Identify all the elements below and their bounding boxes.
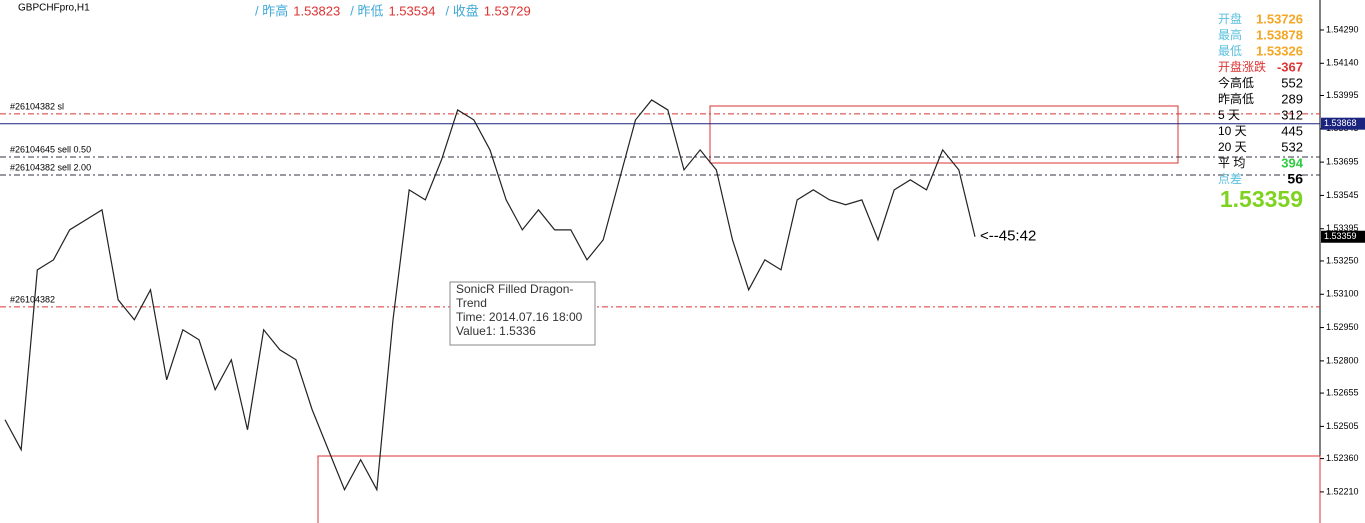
tooltip-line: Time: 2014.07.16 18:00 — [456, 310, 583, 324]
tooltip-line: Trend — [456, 296, 487, 310]
y-tick-label: 1.52210 — [1326, 486, 1359, 496]
y-tick-label: 1.52950 — [1326, 322, 1359, 332]
price-box-label: 1.53868 — [1324, 118, 1357, 128]
panel-value: 394 — [1281, 155, 1303, 170]
panel-value: 1.53726 — [1256, 11, 1303, 26]
panel-label: 最高 — [1218, 27, 1242, 42]
panel-value: 1.53326 — [1256, 43, 1303, 58]
panel-label: 昨高低 — [1218, 91, 1254, 106]
order-label: #26104645 sell 0.50 — [10, 144, 91, 154]
panel-label: 点差 — [1218, 172, 1242, 186]
order-label: #26104382 sl — [10, 101, 64, 111]
panel-value: 312 — [1281, 107, 1303, 122]
y-tick-label: 1.53395 — [1326, 223, 1359, 233]
y-tick-label: 1.53995 — [1326, 90, 1359, 100]
order-label: #26104382 sell 2.00 — [10, 162, 91, 172]
header-label: / 收盘 — [445, 3, 478, 18]
header-value: 1.53534 — [388, 3, 435, 18]
header-value: 1.53729 — [484, 3, 531, 18]
panel-value: 56 — [1287, 171, 1303, 187]
order-label: #26104382 — [10, 294, 55, 304]
panel-label: 5 天 — [1218, 108, 1240, 122]
tooltip-line: Value1: 1.5336 — [456, 324, 536, 338]
panel-label: 最低 — [1218, 44, 1242, 58]
y-tick-label: 1.54140 — [1326, 58, 1359, 68]
panel-label: 10 天 — [1218, 124, 1247, 138]
countdown: <--45:42 — [980, 228, 1036, 245]
panel-value: 552 — [1281, 75, 1303, 90]
panel-value: 532 — [1281, 139, 1303, 154]
zone-box — [709, 105, 1179, 164]
y-tick-label: 1.53250 — [1326, 255, 1359, 265]
panel-value: 445 — [1281, 123, 1303, 138]
panel-label: 开盘 — [1218, 11, 1242, 26]
y-tick-label: 1.52800 — [1326, 355, 1359, 365]
tooltip-line: SonicR Filled Dragon- — [456, 282, 573, 296]
price-box — [1321, 230, 1365, 243]
y-tick-label: 1.53545 — [1326, 190, 1359, 200]
panel-value: 1.53878 — [1256, 27, 1303, 42]
y-tick-label: 1.52655 — [1326, 387, 1359, 397]
y-tick-label: 1.52360 — [1326, 453, 1359, 463]
panel-value: -367 — [1277, 59, 1303, 74]
y-tick-label: 1.53100 — [1326, 289, 1359, 299]
panel-label: 平 均 — [1218, 156, 1245, 170]
price-box — [1321, 117, 1365, 130]
tooltip-box — [449, 281, 596, 346]
price-box-label: 1.53359 — [1324, 231, 1357, 241]
chart-title: GBPCHFpro,H1 — [18, 3, 90, 14]
panel-label: 今高低 — [1218, 75, 1254, 90]
zone-box — [317, 455, 1321, 523]
panel-label: 20 天 — [1218, 140, 1247, 154]
panel-value: 289 — [1281, 91, 1303, 106]
y-tick-label: 1.53695 — [1326, 156, 1359, 166]
header-label: / 昨低 — [350, 3, 383, 18]
price-line — [4, 99, 976, 492]
header-value: 1.53823 — [293, 3, 340, 18]
y-tick-label: 1.52505 — [1326, 421, 1359, 431]
current-price: 1.53359 — [1220, 186, 1303, 212]
header-label: / 昨高 — [255, 3, 288, 18]
panel-label: 开盘涨跌 — [1218, 59, 1266, 74]
y-tick-label: 1.54290 — [1326, 24, 1359, 34]
